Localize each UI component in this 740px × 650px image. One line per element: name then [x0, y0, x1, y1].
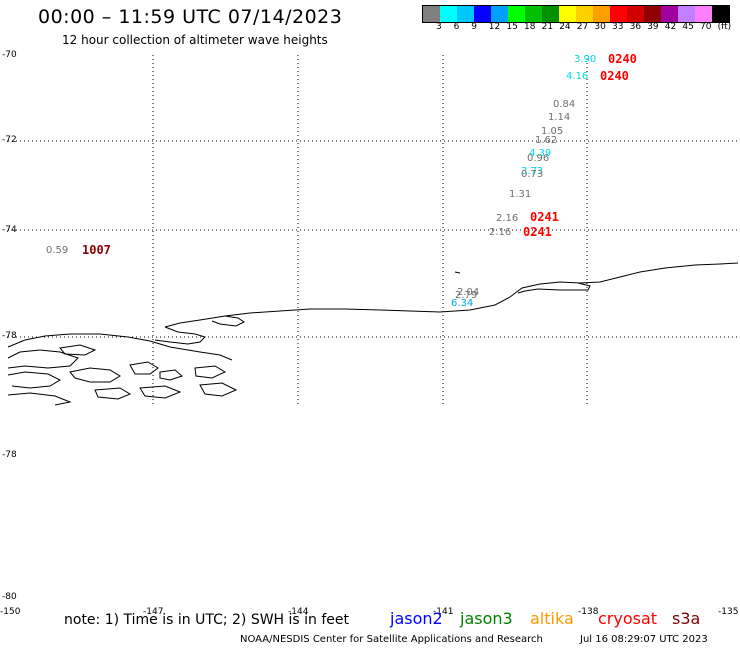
scale-label: 33	[612, 22, 624, 32]
color-scale-bar	[422, 5, 730, 23]
satellite-legend-jason2: jason2	[390, 609, 443, 628]
color-swatch	[661, 6, 678, 22]
satellite-legend-cryosat: cryosat	[598, 609, 658, 628]
scale-label: 45	[682, 22, 694, 32]
lon-label: -141	[433, 607, 454, 617]
wave-height-value: 3.90	[574, 54, 596, 65]
scale-label: 6	[453, 22, 460, 32]
lat-label: -78	[2, 450, 17, 460]
color-swatch	[627, 6, 644, 22]
wave-height-value: 1.62	[535, 135, 557, 146]
wave-height-value: 6.34	[451, 298, 473, 309]
scale-label: 27	[576, 22, 589, 32]
map-subtitle: 12 hour collection of altimeter wave hei…	[62, 33, 328, 47]
satellite-legend-jason3: jason3	[460, 609, 513, 628]
color-swatch	[525, 6, 542, 22]
wave-height-value: 3.73	[521, 166, 543, 177]
wave-height-value: 2.79	[455, 290, 477, 301]
lat-label: -70	[2, 50, 17, 60]
render-timestamp: Jul 16 08:29:07 UTC 2023	[580, 634, 708, 645]
wave-height-value: 1.05	[541, 126, 563, 137]
color-swatch	[576, 6, 593, 22]
color-swatch	[508, 6, 525, 22]
scale-label: 24	[559, 22, 571, 32]
color-swatch	[474, 6, 491, 22]
lon-label: -144	[288, 607, 309, 617]
wave-height-value: 4.16	[566, 71, 588, 82]
wave-height-value: 1.14	[548, 112, 570, 123]
lat-label: -80	[2, 592, 17, 602]
lon-label: -138	[578, 607, 599, 617]
wave-height-value: 1.31	[509, 189, 531, 200]
scale-label: 36	[629, 22, 642, 32]
color-swatch	[712, 6, 729, 22]
color-scale-labels: 3 6 9 12 15 18 21 24 27 30 33 36 39 42 45 70 (ft)	[422, 22, 740, 34]
lat-label: -78	[2, 331, 17, 341]
wave-height-value: 0.73	[521, 169, 543, 180]
scale-label: 30	[594, 22, 606, 32]
pass-time-id: 1007	[82, 243, 111, 257]
scale-label: 3	[436, 22, 442, 32]
scale-label: 70	[700, 22, 712, 32]
wave-height-value: 2.04	[457, 287, 479, 298]
lat-label: -74	[2, 225, 17, 235]
scale-label: 15	[506, 22, 518, 32]
color-swatch	[440, 6, 457, 22]
pass-time-id: 0241	[523, 225, 552, 239]
color-swatch	[695, 6, 712, 22]
lon-label: -150	[0, 607, 21, 617]
coastline	[7, 262, 739, 406]
scale-label: 12	[488, 22, 501, 32]
scale-label: 21	[541, 22, 554, 32]
color-swatch	[559, 6, 576, 22]
pass-time-id: 0240	[600, 69, 629, 83]
wave-height-value: 0.96	[527, 153, 549, 164]
color-swatch	[644, 6, 661, 22]
credit-line: NOAA/NESDIS Center for Satellite Applica…	[240, 634, 543, 645]
pass-time-id: 0241	[530, 210, 559, 224]
color-swatch	[542, 6, 559, 22]
wave-height-value: 2.16	[489, 227, 511, 238]
color-swatch	[491, 6, 508, 22]
scale-label: 9	[471, 22, 477, 32]
color-swatch	[423, 6, 440, 22]
wave-height-value: 0.84	[553, 99, 575, 110]
wave-height-value: 2.16	[496, 213, 518, 224]
lon-label: -135	[718, 607, 739, 617]
footer-note: note: 1) Time is in UTC; 2) SWH is in fe…	[64, 612, 350, 628]
color-swatch	[610, 6, 627, 22]
scale-label: 39	[647, 22, 659, 32]
observation-layer: 3.90 4.16 0.84 1.14 1.051.62 4.390.96 3.730.73…	[46, 52, 637, 309]
lat-label: -72	[2, 135, 17, 145]
wave-height-value: 4.39	[529, 148, 551, 159]
color-swatch	[593, 6, 610, 22]
pass-time-id: 0240	[608, 52, 637, 66]
graticule	[8, 55, 740, 405]
color-swatch	[457, 6, 474, 22]
lon-label: -147	[143, 607, 164, 617]
color-swatch	[678, 6, 695, 22]
map-title: 00:00 – 11:59 UTC 07/14/2023	[38, 6, 343, 28]
scale-label: 18	[524, 22, 536, 32]
satellite-legend-altika: altika	[530, 609, 574, 628]
scale-label: (ft)	[717, 22, 732, 32]
scale-label: 42	[664, 22, 677, 32]
wave-height-value: 0.59	[46, 245, 68, 256]
satellite-legend-s3a: s3a	[672, 609, 701, 628]
